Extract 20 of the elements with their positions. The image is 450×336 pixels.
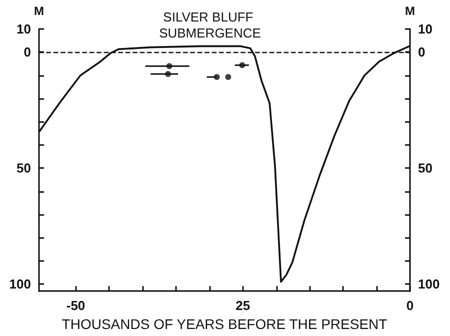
y2-axis-title: M [405, 4, 415, 18]
x-tick-label: -50 [66, 298, 86, 314]
y2-tick-label: 10 [418, 22, 432, 36]
y-tick-label: 10 [16, 22, 31, 36]
point [166, 63, 172, 70]
y-tick-label: 50 [16, 160, 31, 176]
y2-tick-label: 100 [418, 276, 440, 292]
y2-tick-label: 50 [418, 160, 432, 176]
y2-tick-label: 0 [418, 44, 426, 60]
y-axis-title: M [34, 4, 44, 18]
point [214, 74, 220, 80]
chart-title: SILVER BLUFF SUBMERGENCE [159, 10, 262, 40]
x-tick-label: 25 [236, 298, 250, 314]
y-tick-label: 100 [9, 276, 31, 292]
point [239, 62, 246, 68]
x-tick-label: 0 [406, 298, 414, 314]
point [225, 74, 232, 80]
y-tick-label: 0 [24, 44, 31, 60]
point [165, 71, 172, 77]
x-axis-title: THOUSANDS OF YEARS BEFORE THE PRESENT [62, 316, 388, 332]
